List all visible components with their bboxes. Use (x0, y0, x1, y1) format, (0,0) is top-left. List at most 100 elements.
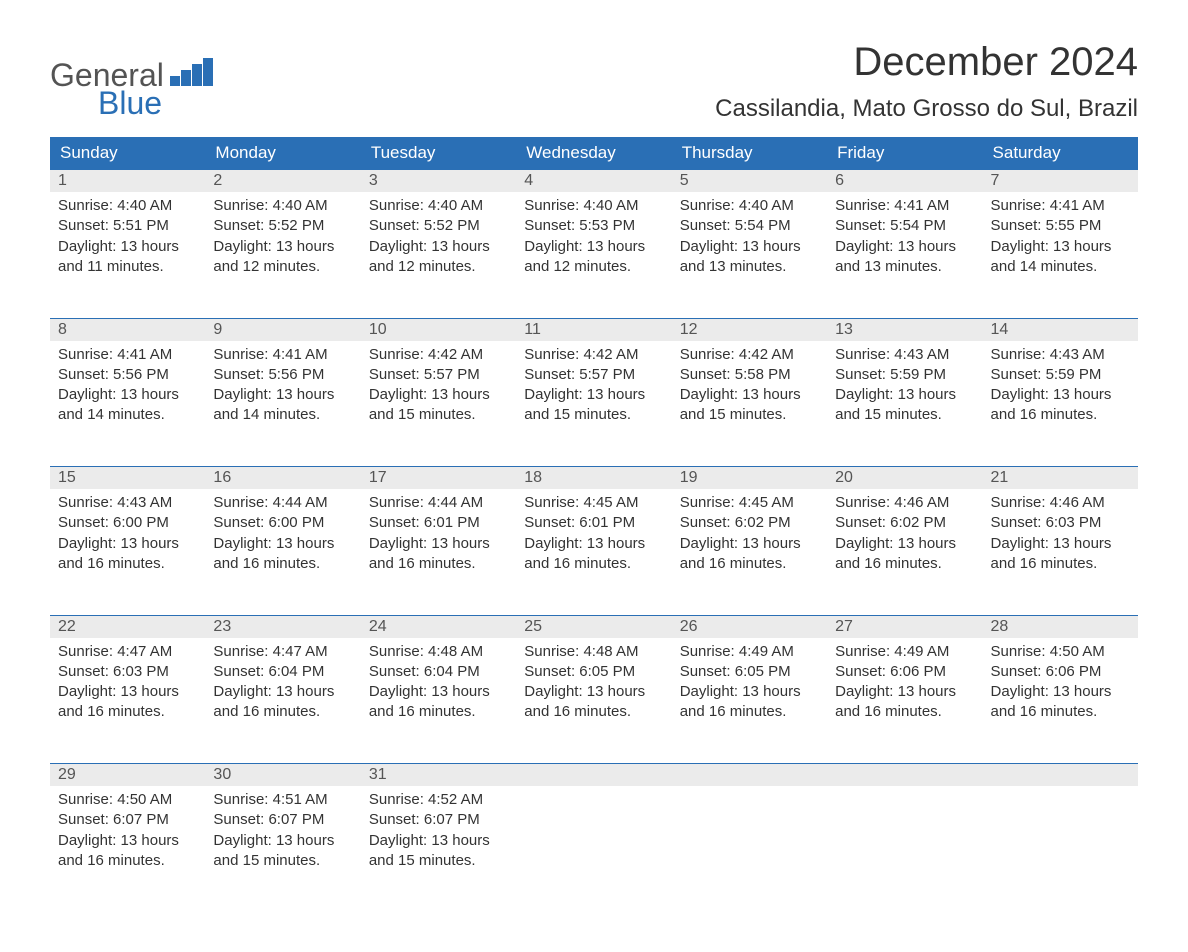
sunrise-text: Sunrise: 4:40 AM (369, 196, 508, 216)
day-data-cell: Sunrise: 4:42 AMSunset: 5:58 PMDaylight:… (672, 341, 827, 467)
daylight-text: Daylight: 13 hours and 16 minutes. (991, 682, 1130, 723)
day-data-cell (827, 786, 982, 912)
day-number-cell: 12 (672, 318, 827, 341)
day-number-cell (827, 764, 982, 787)
day-number-cell: 5 (672, 170, 827, 193)
sunrise-text: Sunrise: 4:40 AM (680, 196, 819, 216)
daylight-text: Daylight: 13 hours and 16 minutes. (680, 682, 819, 723)
day-number-cell: 10 (361, 318, 516, 341)
sunrise-text: Sunrise: 4:44 AM (213, 493, 352, 513)
sunrise-text: Sunrise: 4:49 AM (835, 642, 974, 662)
sunset-text: Sunset: 6:00 PM (58, 513, 197, 533)
sunset-text: Sunset: 6:05 PM (680, 662, 819, 682)
sunrise-text: Sunrise: 4:45 AM (524, 493, 663, 513)
day-data-cell: Sunrise: 4:40 AMSunset: 5:54 PMDaylight:… (672, 192, 827, 318)
day-header: Monday (205, 137, 360, 170)
day-data-cell: Sunrise: 4:49 AMSunset: 6:06 PMDaylight:… (827, 638, 982, 764)
sunrise-text: Sunrise: 4:41 AM (835, 196, 974, 216)
sunrise-text: Sunrise: 4:41 AM (213, 345, 352, 365)
daylight-text: Daylight: 13 hours and 16 minutes. (58, 831, 197, 872)
sunset-text: Sunset: 6:06 PM (991, 662, 1130, 682)
sunset-text: Sunset: 6:01 PM (369, 513, 508, 533)
daylight-text: Daylight: 13 hours and 16 minutes. (680, 534, 819, 575)
sunset-text: Sunset: 5:53 PM (524, 216, 663, 236)
day-number-cell: 4 (516, 170, 671, 193)
day-data-cell: Sunrise: 4:41 AMSunset: 5:56 PMDaylight:… (50, 341, 205, 467)
day-data-cell: Sunrise: 4:47 AMSunset: 6:03 PMDaylight:… (50, 638, 205, 764)
day-data-cell: Sunrise: 4:50 AMSunset: 6:07 PMDaylight:… (50, 786, 205, 912)
day-data-cell: Sunrise: 4:46 AMSunset: 6:03 PMDaylight:… (983, 489, 1138, 615)
day-number-cell: 25 (516, 615, 671, 638)
day-data-cell: Sunrise: 4:45 AMSunset: 6:02 PMDaylight:… (672, 489, 827, 615)
daylight-text: Daylight: 13 hours and 12 minutes. (369, 237, 508, 278)
day-header: Tuesday (361, 137, 516, 170)
day-number-cell: 17 (361, 467, 516, 490)
day-data-cell: Sunrise: 4:47 AMSunset: 6:04 PMDaylight:… (205, 638, 360, 764)
sunrise-text: Sunrise: 4:47 AM (58, 642, 197, 662)
sunset-text: Sunset: 6:07 PM (58, 810, 197, 830)
daylight-text: Daylight: 13 hours and 16 minutes. (835, 682, 974, 723)
sunset-text: Sunset: 5:56 PM (213, 365, 352, 385)
day-number-cell: 15 (50, 467, 205, 490)
day-number-cell: 21 (983, 467, 1138, 490)
day-number-cell: 31 (361, 764, 516, 787)
sunset-text: Sunset: 5:54 PM (680, 216, 819, 236)
day-number-cell: 19 (672, 467, 827, 490)
sunset-text: Sunset: 6:00 PM (213, 513, 352, 533)
sunrise-text: Sunrise: 4:48 AM (369, 642, 508, 662)
day-number-cell: 8 (50, 318, 205, 341)
day-data-cell: Sunrise: 4:42 AMSunset: 5:57 PMDaylight:… (361, 341, 516, 467)
sunrise-text: Sunrise: 4:43 AM (835, 345, 974, 365)
daylight-text: Daylight: 13 hours and 15 minutes. (369, 831, 508, 872)
day-data-cell (516, 786, 671, 912)
day-data-cell: Sunrise: 4:52 AMSunset: 6:07 PMDaylight:… (361, 786, 516, 912)
daylight-text: Daylight: 13 hours and 16 minutes. (991, 385, 1130, 426)
week-number-row: 293031 (50, 764, 1138, 787)
sunset-text: Sunset: 5:56 PM (58, 365, 197, 385)
day-data-cell: Sunrise: 4:49 AMSunset: 6:05 PMDaylight:… (672, 638, 827, 764)
week-data-row: Sunrise: 4:50 AMSunset: 6:07 PMDaylight:… (50, 786, 1138, 912)
sunrise-text: Sunrise: 4:44 AM (369, 493, 508, 513)
day-data-cell: Sunrise: 4:40 AMSunset: 5:51 PMDaylight:… (50, 192, 205, 318)
daylight-text: Daylight: 13 hours and 14 minutes. (213, 385, 352, 426)
day-data-cell: Sunrise: 4:44 AMSunset: 6:00 PMDaylight:… (205, 489, 360, 615)
daylight-text: Daylight: 13 hours and 15 minutes. (369, 385, 508, 426)
sunrise-text: Sunrise: 4:42 AM (369, 345, 508, 365)
sunset-text: Sunset: 5:52 PM (213, 216, 352, 236)
day-data-cell: Sunrise: 4:48 AMSunset: 6:05 PMDaylight:… (516, 638, 671, 764)
page-header: General Blue December 2024 Cassilandia, … (50, 40, 1138, 123)
day-header: Thursday (672, 137, 827, 170)
day-data-cell: Sunrise: 4:43 AMSunset: 6:00 PMDaylight:… (50, 489, 205, 615)
day-number-cell: 2 (205, 170, 360, 193)
day-data-cell: Sunrise: 4:42 AMSunset: 5:57 PMDaylight:… (516, 341, 671, 467)
week-data-row: Sunrise: 4:47 AMSunset: 6:03 PMDaylight:… (50, 638, 1138, 764)
sunrise-text: Sunrise: 4:41 AM (991, 196, 1130, 216)
sunset-text: Sunset: 5:57 PM (369, 365, 508, 385)
day-number-cell: 1 (50, 170, 205, 193)
calendar-table: Sunday Monday Tuesday Wednesday Thursday… (50, 137, 1138, 912)
day-data-cell: Sunrise: 4:40 AMSunset: 5:53 PMDaylight:… (516, 192, 671, 318)
day-number-cell: 16 (205, 467, 360, 490)
day-data-cell: Sunrise: 4:51 AMSunset: 6:07 PMDaylight:… (205, 786, 360, 912)
daylight-text: Daylight: 13 hours and 13 minutes. (680, 237, 819, 278)
daylight-text: Daylight: 13 hours and 16 minutes. (213, 534, 352, 575)
week-number-row: 15161718192021 (50, 467, 1138, 490)
daylight-text: Daylight: 13 hours and 16 minutes. (369, 682, 508, 723)
day-data-cell: Sunrise: 4:48 AMSunset: 6:04 PMDaylight:… (361, 638, 516, 764)
day-header: Sunday (50, 137, 205, 170)
day-data-cell: Sunrise: 4:50 AMSunset: 6:06 PMDaylight:… (983, 638, 1138, 764)
daylight-text: Daylight: 13 hours and 16 minutes. (58, 534, 197, 575)
sunrise-text: Sunrise: 4:50 AM (991, 642, 1130, 662)
sunset-text: Sunset: 5:51 PM (58, 216, 197, 236)
sunrise-text: Sunrise: 4:45 AM (680, 493, 819, 513)
daylight-text: Daylight: 13 hours and 15 minutes. (213, 831, 352, 872)
week-number-row: 1234567 (50, 170, 1138, 193)
week-data-row: Sunrise: 4:40 AM Sunset: 5:51 PM Daylight:… (50, 192, 1138, 318)
sunset-text: Sunset: 6:05 PM (524, 662, 663, 682)
day-number-cell (516, 764, 671, 787)
sunrise-text: Sunrise: 4:43 AM (58, 493, 197, 513)
sunset-text: Sunset: 6:07 PM (213, 810, 352, 830)
day-number-cell: 11 (516, 318, 671, 341)
sunrise-text: Sunrise: 4:40 AM (213, 196, 352, 216)
day-number-cell: 27 (827, 615, 982, 638)
